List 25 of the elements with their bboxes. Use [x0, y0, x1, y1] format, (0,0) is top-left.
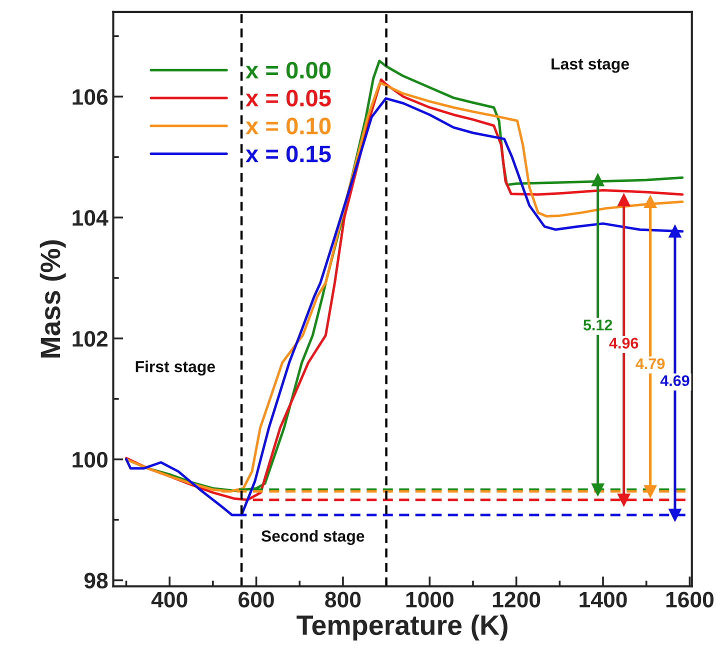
x-tick-label: 1600 — [666, 592, 714, 608]
annotation: Last stage — [552, 58, 629, 73]
y-tick-label: 104 — [72, 210, 108, 226]
legend-label: x = 0.15 — [246, 146, 331, 162]
x-tick-label: 1400 — [580, 592, 627, 608]
y-tick-label: 102 — [72, 330, 108, 347]
y-tick-label: 106 — [72, 89, 108, 105]
annotation: 5.12 — [583, 320, 612, 330]
annotation: First stage — [136, 360, 216, 376]
y-tick-label: 98 — [84, 572, 108, 589]
x-axis-title: Temperature (K) — [296, 614, 508, 641]
y-axis-title: Mass (%) — [40, 240, 66, 358]
legend-label: x = 0.00 — [246, 62, 331, 79]
annotation: 4.96 — [609, 338, 638, 349]
annotation: Second stage — [261, 530, 364, 545]
x-tick-label: 800 — [325, 592, 361, 608]
x-tick-label: 1200 — [493, 592, 540, 608]
y-tick-label: 100 — [72, 452, 108, 468]
x-tick-label: 1000 — [406, 592, 454, 608]
annotation: 4.69 — [660, 375, 690, 386]
annotation: 4.79 — [636, 358, 665, 370]
x-tick-label: 600 — [238, 592, 274, 608]
x-tick-label: 400 — [151, 592, 188, 608]
legend-label: x = 0.10 — [246, 118, 331, 134]
legend-label: x = 0.05 — [246, 90, 331, 106]
